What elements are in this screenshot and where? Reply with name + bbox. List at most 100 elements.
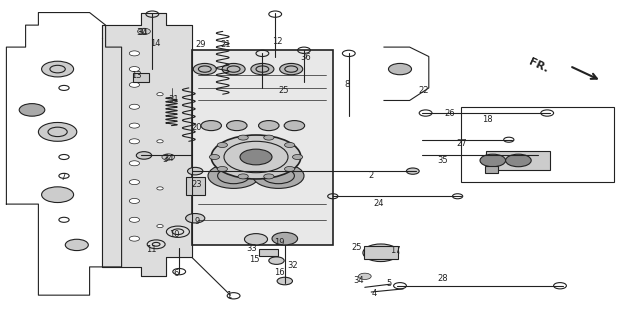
Circle shape	[157, 140, 163, 143]
Text: 22: 22	[419, 86, 429, 95]
Text: 25: 25	[351, 243, 362, 252]
Text: 26: 26	[444, 109, 454, 118]
Circle shape	[358, 273, 371, 279]
Bar	[485, 166, 498, 173]
Circle shape	[157, 187, 163, 190]
Text: 12: 12	[272, 37, 282, 46]
Text: 28: 28	[438, 274, 448, 283]
Circle shape	[388, 63, 412, 75]
Text: 7: 7	[60, 173, 65, 182]
Text: 9: 9	[195, 217, 200, 226]
Circle shape	[244, 234, 268, 245]
Circle shape	[129, 217, 140, 222]
Bar	[186, 177, 205, 195]
Text: 34: 34	[353, 276, 364, 285]
Circle shape	[272, 232, 298, 245]
Circle shape	[253, 163, 304, 188]
Circle shape	[157, 93, 163, 96]
Circle shape	[280, 63, 303, 75]
Circle shape	[238, 174, 248, 179]
Circle shape	[217, 143, 227, 148]
Circle shape	[42, 61, 74, 77]
Circle shape	[277, 277, 292, 285]
Text: 13: 13	[131, 72, 141, 80]
Text: 25: 25	[278, 86, 289, 95]
Circle shape	[59, 85, 69, 90]
Circle shape	[188, 167, 203, 175]
Text: 36: 36	[301, 53, 311, 62]
Bar	[133, 73, 149, 82]
Circle shape	[162, 154, 175, 160]
Circle shape	[259, 121, 279, 131]
Text: 31: 31	[169, 95, 179, 104]
Text: 20: 20	[192, 123, 202, 132]
Text: 29: 29	[195, 41, 205, 49]
Circle shape	[285, 166, 295, 171]
Circle shape	[264, 135, 274, 140]
Circle shape	[129, 51, 140, 56]
Circle shape	[480, 154, 506, 167]
Circle shape	[186, 214, 205, 223]
Text: 8: 8	[345, 80, 350, 89]
Text: 17: 17	[390, 246, 401, 255]
Text: 34: 34	[164, 154, 174, 163]
Circle shape	[363, 244, 399, 262]
Text: 5: 5	[387, 279, 392, 288]
Text: 23: 23	[192, 180, 202, 189]
Circle shape	[292, 154, 303, 160]
Circle shape	[65, 239, 88, 251]
Circle shape	[166, 226, 189, 237]
Circle shape	[129, 104, 140, 109]
Text: FR.: FR.	[527, 57, 550, 75]
Text: 34: 34	[138, 28, 148, 37]
Circle shape	[264, 174, 274, 179]
Text: 11: 11	[147, 245, 157, 253]
Text: 14: 14	[150, 39, 160, 48]
Text: 3: 3	[163, 155, 168, 164]
Circle shape	[251, 63, 274, 75]
Circle shape	[19, 104, 45, 116]
Circle shape	[209, 154, 220, 160]
Text: 19: 19	[275, 238, 285, 247]
Circle shape	[193, 63, 216, 75]
Circle shape	[227, 121, 247, 131]
Bar	[364, 246, 398, 259]
Text: 18: 18	[483, 116, 493, 124]
Circle shape	[42, 187, 74, 203]
Circle shape	[129, 236, 140, 241]
Circle shape	[129, 180, 140, 185]
Text: 32: 32	[287, 262, 298, 270]
Circle shape	[59, 217, 69, 222]
Circle shape	[284, 121, 305, 131]
Text: 4: 4	[372, 289, 377, 298]
Circle shape	[129, 123, 140, 128]
Text: 6: 6	[173, 269, 179, 278]
Circle shape	[238, 135, 248, 140]
Polygon shape	[102, 13, 192, 276]
Text: 2: 2	[369, 171, 374, 180]
Text: 21: 21	[220, 40, 230, 49]
Circle shape	[138, 28, 150, 35]
Circle shape	[147, 240, 165, 249]
Bar	[486, 151, 550, 170]
Bar	[259, 249, 278, 256]
Circle shape	[201, 121, 221, 131]
Circle shape	[129, 161, 140, 166]
Text: 27: 27	[457, 139, 467, 148]
Text: 15: 15	[250, 255, 260, 263]
Text: 10: 10	[169, 230, 179, 239]
Circle shape	[59, 154, 69, 160]
Circle shape	[208, 163, 259, 188]
Text: 30: 30	[137, 28, 147, 37]
Circle shape	[129, 82, 140, 87]
Text: 35: 35	[438, 156, 448, 165]
Text: 24: 24	[374, 199, 384, 208]
Circle shape	[129, 139, 140, 144]
Circle shape	[217, 166, 227, 171]
Circle shape	[269, 257, 284, 264]
Circle shape	[129, 67, 140, 72]
Circle shape	[136, 152, 152, 159]
Text: 16: 16	[275, 268, 285, 277]
Bar	[461, 107, 614, 182]
Bar	[192, 50, 333, 245]
